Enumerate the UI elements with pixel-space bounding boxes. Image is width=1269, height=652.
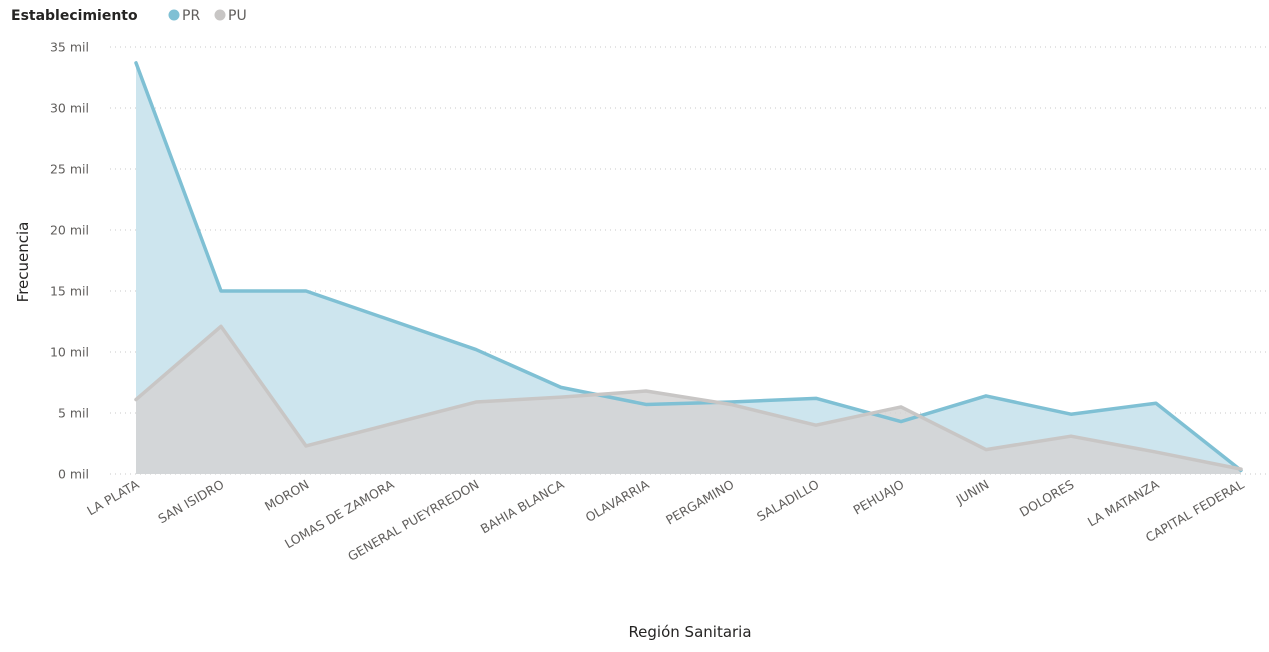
legend-label-pr[interactable]: PR [182,8,200,24]
x-tick-label: OLAVARRIA [583,476,652,525]
data-point-pr[interactable] [134,61,138,65]
x-tick-label: PERGAMINO [663,477,736,528]
data-point-pu[interactable] [984,448,988,452]
data-point-pu[interactable] [304,444,308,448]
x-tick-label: LA PLATA [84,476,142,518]
y-tick-label: 15 mil [50,284,89,299]
data-point-pu[interactable] [644,389,648,393]
x-axis-title: Región Sanitaria [628,623,751,641]
data-point-pr[interactable] [1069,412,1073,416]
legend-marker-pr [168,9,180,21]
series-areas [136,62,1241,475]
data-point-pu[interactable] [1239,467,1243,471]
area-pu [136,326,1241,474]
y-tick-label: 25 mil [50,162,89,177]
y-tick-label: 0 mil [58,467,89,482]
legend-label-pu[interactable]: PU [228,8,247,24]
data-point-pu[interactable] [899,405,903,409]
series-line-pu[interactable] [134,324,1243,471]
data-point-pu[interactable] [389,422,393,426]
legend-title: Establecimiento [11,8,138,24]
data-point-pr[interactable] [899,420,903,424]
data-point-pu[interactable] [814,423,818,427]
x-tick-label: BAHIA BLANCA [478,476,567,536]
data-point-pr[interactable] [1154,401,1158,405]
data-point-pr[interactable] [814,396,818,400]
x-tick-label: MORON [262,477,312,514]
data-point-pu[interactable] [134,398,138,402]
y-axis-ticks: 0 mil 5 mil 10 mil 15 mil 20 mil 25 mil 30 mil… [50,40,89,482]
x-tick-label: PEHUAJO [850,477,906,518]
data-point-pr[interactable] [984,394,988,398]
y-tick-label: 5 mil [58,406,89,421]
data-point-pu[interactable] [474,400,478,404]
series-lines [134,61,1243,473]
series-line-pr[interactable] [134,61,1243,473]
y-tick-label: 35 mil [50,40,89,55]
data-point-pr[interactable] [474,348,478,352]
data-point-pr[interactable] [389,318,393,322]
data-point-pu[interactable] [1069,434,1073,438]
y-tick-label: 20 mil [50,223,89,238]
x-tick-label: LA MATANZA [1085,476,1162,529]
data-point-pr[interactable] [304,289,308,293]
y-tick-label: 30 mil [50,101,89,116]
data-point-pr[interactable] [219,289,223,293]
y-tick-label: 10 mil [50,345,89,360]
data-point-pr[interactable] [644,402,648,406]
legend-marker-pu [214,9,226,21]
legend: Establecimiento PR PU [11,8,247,24]
data-point-pr[interactable] [559,385,563,389]
x-tick-label: DOLORES [1017,477,1077,520]
x-tick-label: SALADILLO [754,477,822,525]
data-point-pu[interactable] [1154,450,1158,454]
area-pr [136,62,1241,475]
data-point-pu[interactable] [219,324,223,328]
x-tick-label: JUNIN [953,477,992,508]
data-point-pu[interactable] [559,395,563,399]
data-point-pu[interactable] [729,402,733,406]
y-axis-title: Frecuencia [14,222,32,303]
x-tick-label: SAN ISIDRO [155,477,226,527]
